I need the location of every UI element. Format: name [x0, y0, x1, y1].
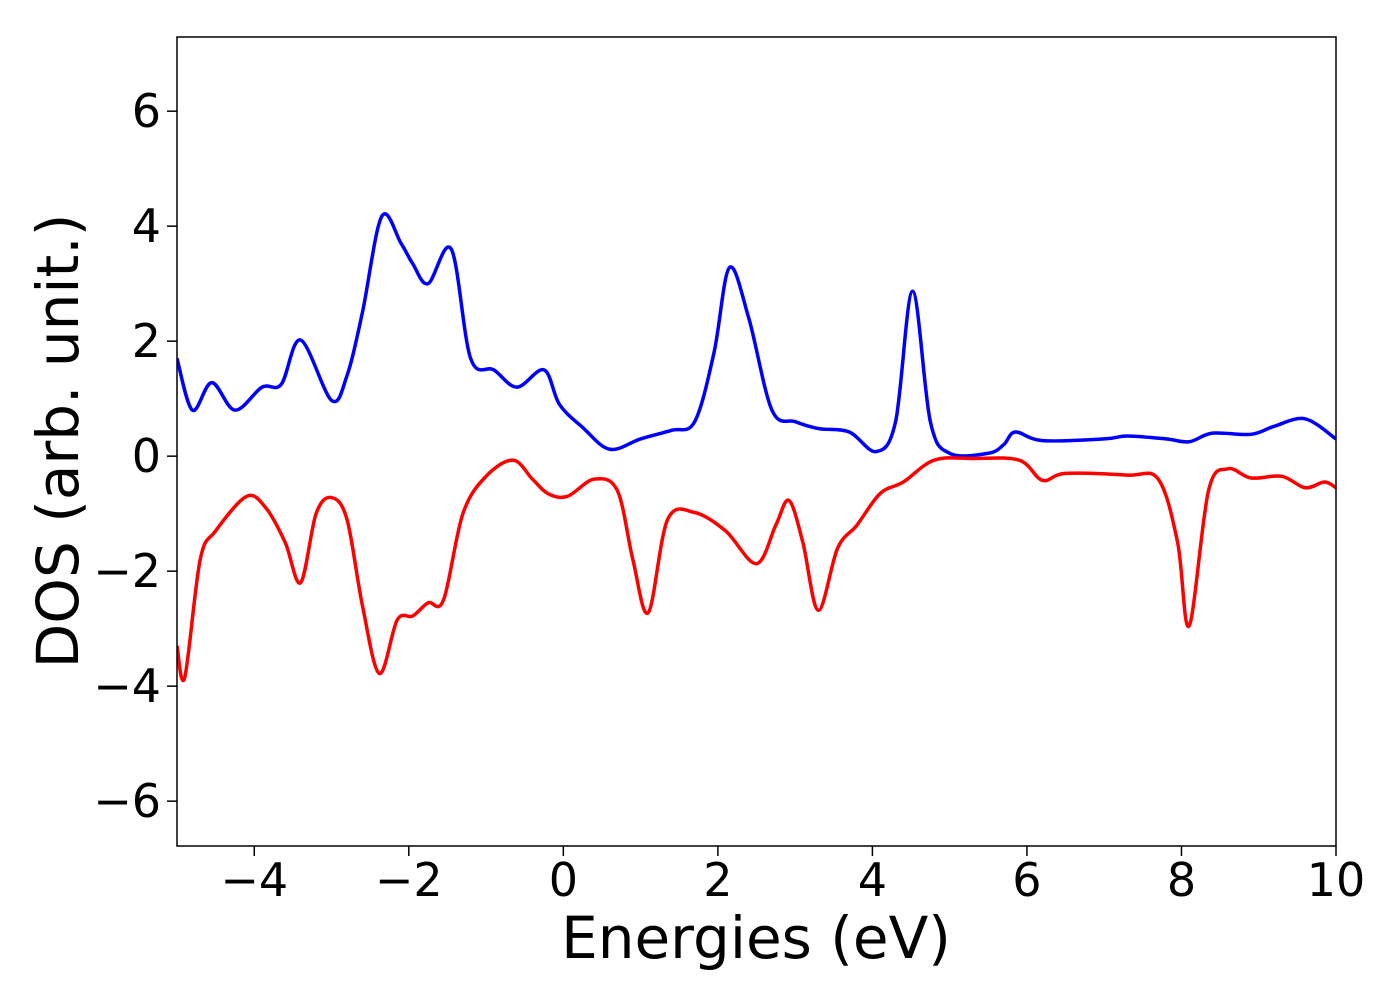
x-axis-label: Energies (eV) — [561, 904, 951, 972]
x-tick-label: −2 — [375, 853, 443, 907]
y-axis-label: DOS (arb. unit.) — [24, 214, 92, 669]
y-tick-label: 0 — [132, 429, 161, 483]
y-tick-label: −6 — [93, 774, 161, 828]
y-tick-label: 4 — [132, 199, 161, 253]
x-tick-label: 4 — [858, 853, 887, 907]
x-tick-label: 2 — [703, 853, 732, 907]
plot-frame — [176, 36, 1337, 847]
x-tick-label: 0 — [549, 853, 578, 907]
y-tick-label: 6 — [132, 84, 161, 138]
x-tick-label: 8 — [1167, 853, 1196, 907]
x-tick-label: 10 — [1307, 853, 1366, 907]
x-tick-label: −4 — [220, 853, 288, 907]
dos-line — [177, 456, 1336, 683]
y-tick-label: −2 — [93, 544, 161, 598]
x-tick-label: 6 — [1012, 853, 1041, 907]
y-tick-label: −4 — [93, 659, 161, 713]
y-tick-label: 2 — [132, 314, 161, 368]
dos-line — [177, 212, 1336, 458]
